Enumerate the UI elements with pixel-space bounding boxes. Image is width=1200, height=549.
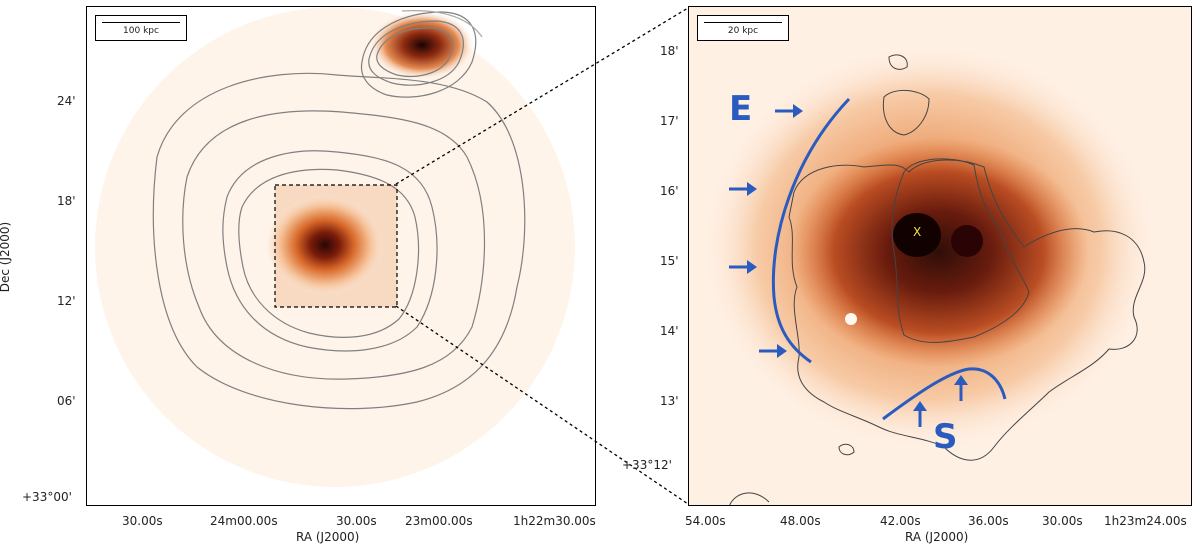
right-arrows <box>729 104 968 427</box>
left-x-tick-4: 1h22m30.00s <box>513 514 596 528</box>
right-x-tick-2: 42.00s <box>880 514 921 528</box>
left-y-tick-1: 18' <box>57 194 76 208</box>
right-x-tick-4: 30.00s <box>1042 514 1083 528</box>
left-x-tick-1: 24m00.00s <box>210 514 278 528</box>
left-zoom-box <box>274 184 398 308</box>
east-arc <box>771 97 851 364</box>
right-contours <box>729 54 1146 505</box>
right-core-extended <box>789 137 1089 367</box>
center-marker: X <box>913 225 922 239</box>
right-x-tick-0: 54.00s <box>685 514 726 528</box>
right-bcg <box>893 213 941 257</box>
left-y-tick-0: 24' <box>57 94 76 108</box>
right-x-axis-title: RA (J2000) <box>905 530 969 544</box>
right-x-tick-1: 48.00s <box>780 514 821 528</box>
right-y-tick-3: 15' <box>660 254 679 268</box>
south-label: S <box>933 417 958 457</box>
left-y-axis-title: Dec (J2000) <box>0 221 13 293</box>
south-arc <box>882 367 1007 421</box>
right-point-source <box>845 313 857 325</box>
right-image-frame: 20 kpc E S X <box>688 6 1192 506</box>
right-scalebar-label: 20 kpc <box>727 26 759 36</box>
left-image-frame: 100 kpc <box>86 6 596 506</box>
left-x-tick-3: 23m00.00s <box>405 514 473 528</box>
right-x-tick-5: 1h23m24.00s <box>1104 514 1187 528</box>
left-image <box>95 7 575 487</box>
left-x-tick-0: 30.00s <box>122 514 163 528</box>
right-x-tick-3: 36.00s <box>968 514 1009 528</box>
right-y-tick-1: 17' <box>660 114 679 128</box>
right-y-tick-5: 13' <box>660 394 679 408</box>
left-y-tick-2: 12' <box>57 294 76 308</box>
left-subcluster <box>370 11 474 79</box>
left-y-tick-4: +33°00' <box>22 490 72 504</box>
left-y-tick-3: 06' <box>57 394 76 408</box>
left-scalebar-label: 100 kpc <box>123 26 159 36</box>
left-x-tick-2: 30.00s <box>336 514 377 528</box>
left-cluster-core <box>267 195 383 295</box>
left-x-axis-title: RA (J2000) <box>296 530 360 544</box>
right-scalebar: 20 kpc <box>697 15 789 41</box>
right-y-tick-4: 14' <box>660 324 679 338</box>
left-scalebar: 100 kpc <box>95 15 187 41</box>
right-second-peak <box>951 225 983 257</box>
right-y-tick-2: 16' <box>660 184 679 198</box>
right-image <box>699 42 1159 505</box>
right-y-tick-6: +33°12' <box>622 458 672 472</box>
right-y-tick-0: 18' <box>660 44 679 58</box>
east-label: E <box>729 89 753 129</box>
